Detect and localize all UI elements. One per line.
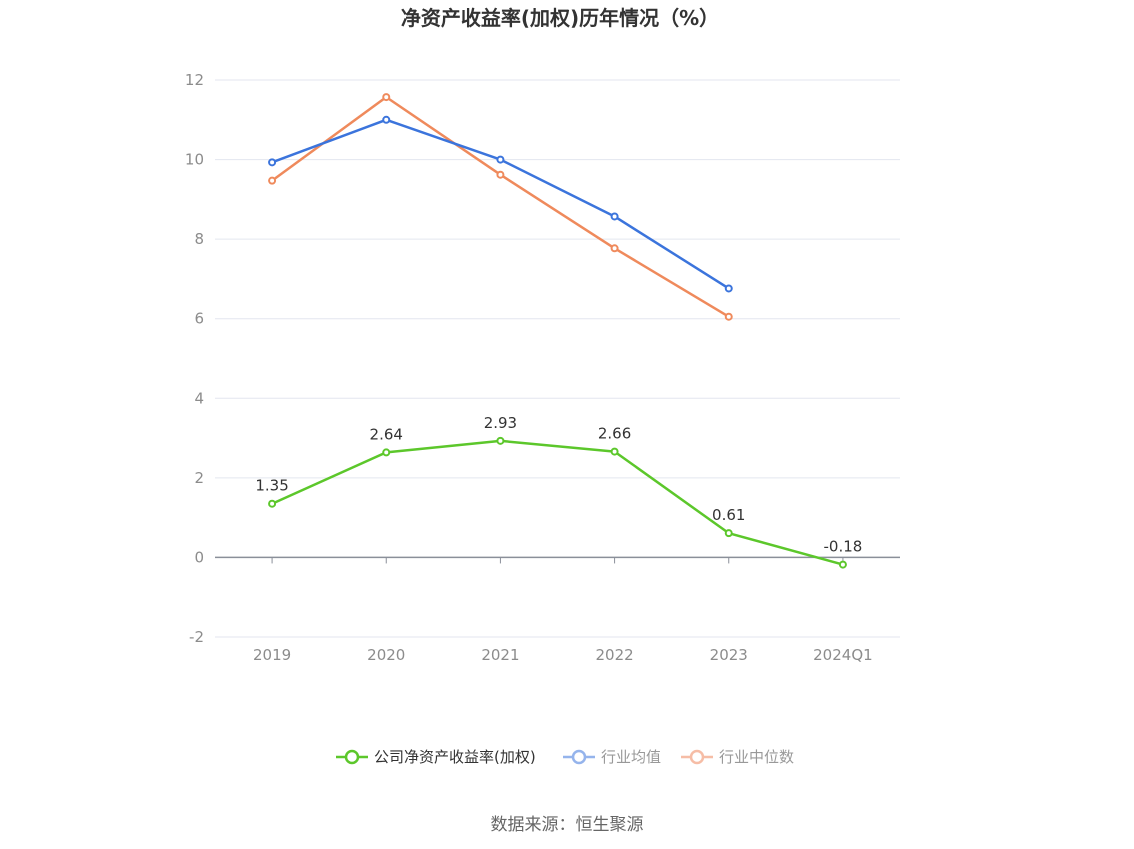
grid	[215, 79, 900, 638]
data-point[interactable]	[268, 499, 277, 508]
legend-label: 行业中位数	[719, 748, 794, 766]
y-axis-ticks: -2 0 2 4 6 8 10 12	[185, 71, 204, 646]
data-point[interactable]	[382, 115, 391, 124]
data-label: 2.64	[370, 425, 403, 443]
series-0: 1.35 2.64 2.93 2.66 0.61 -0.18	[255, 414, 863, 569]
data-point[interactable]	[610, 244, 619, 253]
legend-label: 公司净资产收益率(加权)	[374, 748, 536, 766]
y-tick-label: 10	[185, 151, 204, 169]
y-tick-label: 0	[194, 548, 204, 566]
data-label: 2.66	[598, 425, 631, 443]
data-label: 2.93	[484, 414, 517, 432]
data-point[interactable]	[610, 447, 619, 456]
data-point[interactable]	[268, 176, 277, 185]
x-tick-label: 2023	[710, 646, 748, 664]
data-point[interactable]	[496, 170, 505, 179]
series-line	[271, 439, 844, 566]
legend-marker	[689, 749, 705, 765]
legend-item-0[interactable]: 公司净资产收益率(加权)	[336, 748, 536, 766]
y-tick-label: 4	[194, 389, 204, 407]
data-point[interactable]	[838, 560, 847, 569]
data-point[interactable]	[724, 284, 733, 293]
x-tick-label: 2020	[367, 646, 405, 664]
y-tick-label: -2	[189, 628, 204, 646]
data-point[interactable]	[496, 436, 505, 445]
x-tick-label: 2022	[595, 646, 633, 664]
x-tick-label: 2021	[481, 646, 519, 664]
series-2	[268, 93, 733, 321]
y-tick-label: 8	[194, 230, 204, 248]
data-point[interactable]	[724, 529, 733, 538]
x-axis: 2019 2020 2021 2022 2023 2024Q1	[215, 556, 900, 664]
chart-title: 净资产收益率(加权)历年情况（%）	[401, 6, 719, 30]
source-note: 数据来源：恒生聚源	[491, 815, 644, 835]
legend: 公司净资产收益率(加权) 行业均值 行业中位数	[336, 748, 794, 766]
y-tick-label: 12	[185, 71, 204, 89]
data-point[interactable]	[724, 312, 733, 321]
series-1	[268, 115, 733, 293]
data-point[interactable]	[268, 158, 277, 167]
legend-marker	[344, 749, 360, 765]
series-line	[271, 95, 730, 318]
legend-item-2[interactable]: 行业中位数	[681, 748, 794, 766]
series-layer: 1.35 2.64 2.93 2.66 0.61 -0.18	[255, 93, 863, 569]
series-line	[271, 118, 730, 290]
y-tick-label: 6	[194, 310, 204, 328]
y-tick-label: 2	[194, 469, 204, 487]
legend-label: 行业均值	[601, 748, 661, 766]
data-point[interactable]	[496, 155, 505, 164]
data-point[interactable]	[382, 448, 391, 457]
legend-marker	[571, 749, 587, 765]
data-point[interactable]	[382, 93, 391, 102]
data-label: 0.61	[712, 506, 745, 524]
data-point[interactable]	[610, 212, 619, 221]
legend-item-1[interactable]: 行业均值	[563, 748, 661, 766]
data-label: -0.18	[824, 538, 863, 556]
x-tick-label: 2019	[253, 646, 291, 664]
data-label: 1.35	[255, 477, 288, 495]
x-tick-label: 2024Q1	[813, 646, 873, 664]
